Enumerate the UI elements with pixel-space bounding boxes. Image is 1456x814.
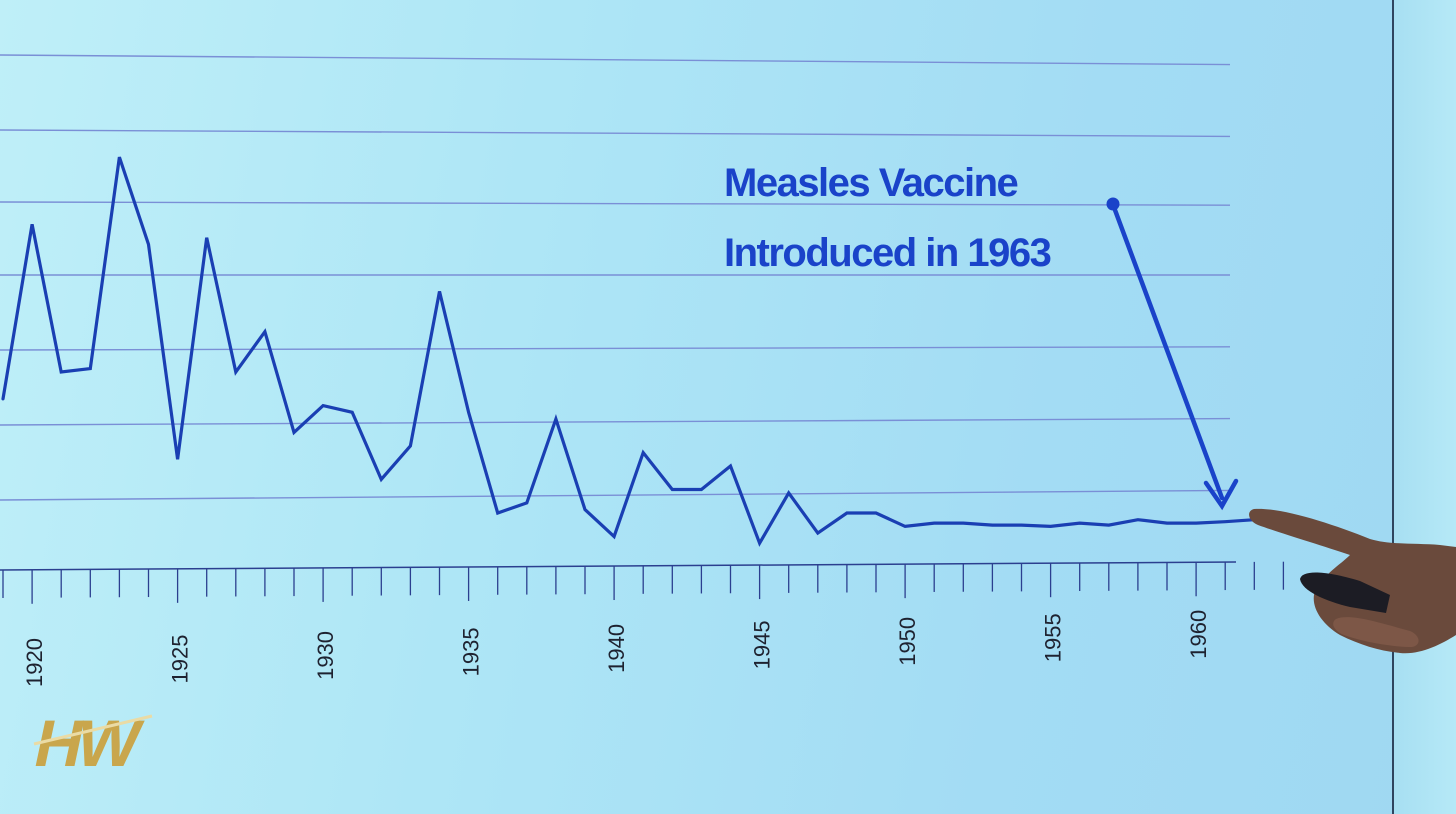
annotation-arrow (1106, 197, 1239, 511)
gridline (0, 129, 1231, 138)
gridline (0, 346, 1231, 351)
annotation-line-1: Measles Vaccine (724, 161, 1019, 205)
gridline (0, 201, 1231, 206)
gridline (0, 417, 1231, 426)
x-tick-label: 1940 (604, 624, 629, 673)
x-tick-labels: 1920 1925 1930 1935 1940 1945 1950 1955 1960 (22, 610, 1211, 687)
x-tick-label: 1930 (313, 631, 338, 680)
screen-edge (1392, 0, 1394, 814)
x-tick-label: 1925 (168, 634, 193, 683)
x-tick-label: 1935 (459, 627, 484, 676)
x-tick-label: 1960 (1186, 610, 1211, 659)
annotation-line-2: Introduced in 1963 (724, 231, 1052, 275)
x-tick-label: 1920 (22, 638, 47, 687)
gridlines (0, 54, 1231, 501)
x-tick-label: 1950 (895, 617, 920, 666)
wall-background (1394, 0, 1456, 814)
hw-logo: HW (30, 708, 153, 774)
annotation-arrow-dot (1106, 197, 1120, 211)
line-chart: 1920 1925 1930 1935 1940 1945 1950 1955 1960 (0, 54, 1285, 687)
annotation-arrow-shaft (1112, 207, 1225, 501)
x-tick-label: 1945 (750, 620, 775, 669)
annotation-arrow-head (1203, 478, 1239, 511)
gridline (0, 489, 1231, 501)
x-tick-label: 1955 (1041, 613, 1066, 662)
gridline (0, 54, 1231, 66)
series-line (1, 156, 1285, 547)
x-axis-line (0, 561, 1237, 571)
vaccine-annotation: Measles Vaccine Introduced in 1963 (724, 148, 1052, 288)
x-axis (0, 561, 1285, 604)
pointing-hand (1249, 508, 1456, 654)
